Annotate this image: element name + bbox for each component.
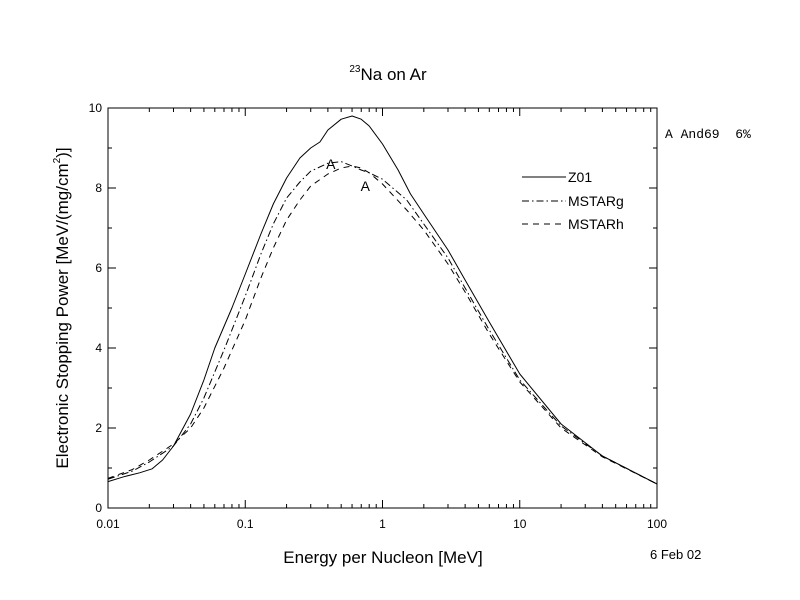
- x-tick-labels: 0.01 0.1 1 10 100: [96, 517, 667, 531]
- y-axis-label-end: )]: [53, 147, 72, 157]
- plot-frame: [107, 107, 658, 509]
- legend-label-mstarh: MSTARh: [568, 216, 624, 232]
- reference-note: A And69 6%: [665, 127, 751, 142]
- legend: Z01 MSTARg MSTARh: [522, 169, 624, 232]
- axis-ticks: [107, 107, 658, 509]
- series-line-z01: [107, 115, 658, 485]
- y-tick-label: 6: [95, 261, 102, 275]
- title-superscript: 23: [349, 64, 361, 75]
- y-axis-label-sup: 2: [52, 157, 63, 163]
- title-main: Na on Ar: [360, 65, 426, 84]
- y-tick-label: 10: [89, 101, 103, 115]
- data-point-marker: A: [326, 156, 336, 172]
- x-tick-label: 0.1: [237, 517, 254, 531]
- y-axis-label: Electronic Stopping Power [MeV/(mg/cm2)]: [52, 147, 72, 468]
- chart-title: 23Na on Ar: [349, 64, 427, 84]
- data-point-marker: A: [361, 178, 371, 194]
- x-tick-label: 100: [647, 517, 667, 531]
- data-point-markers: AA: [326, 156, 371, 194]
- date-stamp: 6 Feb 02: [650, 547, 701, 562]
- x-tick-label: 0.01: [96, 517, 120, 531]
- series-curves: [107, 115, 658, 485]
- x-tick-label: 10: [513, 517, 527, 531]
- y-tick-label: 4: [95, 341, 102, 355]
- series-line-mstarh: [107, 165, 658, 485]
- y-tick-label: 0: [95, 501, 102, 515]
- legend-label-z01: Z01: [568, 169, 592, 185]
- y-axis-label-main: Electronic Stopping Power [MeV/(mg/cm: [53, 163, 72, 468]
- y-tick-labels: 0 2 4 6 8 10: [89, 101, 103, 515]
- series-line-mstarg: [107, 161, 658, 485]
- legend-label-mstarg: MSTARg: [568, 193, 624, 209]
- x-tick-label: 1: [379, 517, 386, 531]
- y-tick-label: 8: [95, 181, 102, 195]
- x-axis-label: Energy per Nucleon [MeV]: [283, 548, 482, 567]
- y-tick-label: 2: [95, 421, 102, 435]
